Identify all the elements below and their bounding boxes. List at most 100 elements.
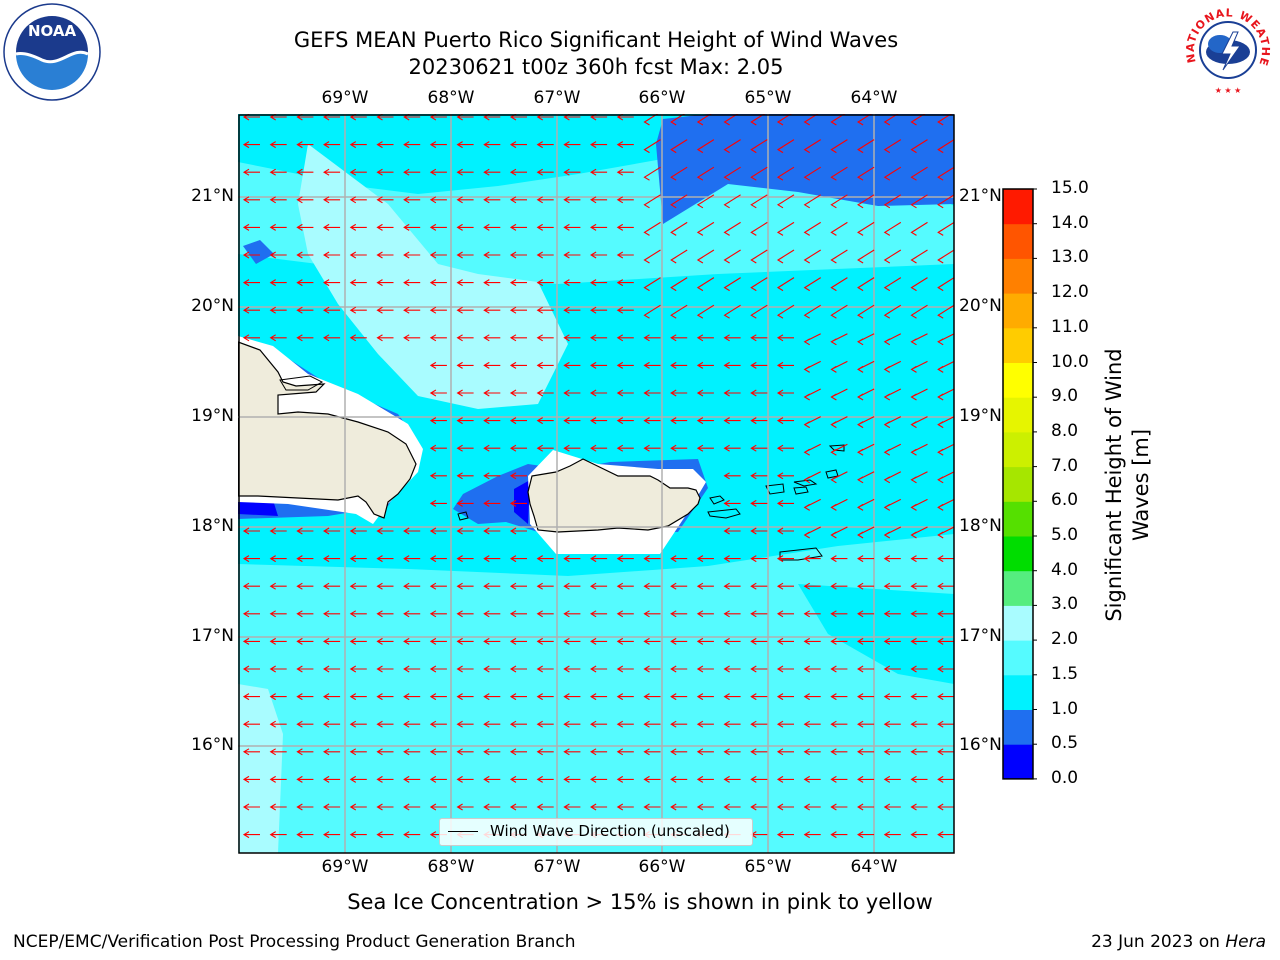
wind-wave-arrow — [670, 361, 688, 369]
wind-wave-arrow — [403, 334, 421, 342]
wind-wave-arrow — [563, 306, 581, 314]
wind-wave-arrow — [349, 665, 367, 673]
wind-wave-arrow — [296, 141, 314, 149]
wind-wave-arrow — [269, 803, 287, 811]
wind-wave-arrow — [910, 360, 928, 373]
wind-wave-arrow — [670, 444, 688, 452]
wind-wave-arrow — [509, 748, 527, 756]
wind-wave-arrow — [670, 637, 688, 645]
wind-wave-arrow — [696, 610, 714, 618]
wind-wave-arrow — [590, 555, 608, 563]
wind-wave-arrow — [643, 720, 661, 728]
wind-wave-arrow — [483, 610, 501, 618]
colorbar-segment — [1003, 536, 1033, 572]
wind-wave-arrow — [296, 831, 314, 839]
wind-wave-arrow — [429, 693, 447, 701]
wind-wave-arrow — [857, 249, 875, 264]
lat-tick-right: 18°N — [959, 516, 1002, 536]
wind-wave-arrow — [509, 582, 527, 590]
wind-wave-arrow — [696, 304, 715, 319]
wind-wave-arrow — [590, 775, 608, 783]
wind-wave-arrow — [857, 416, 875, 429]
wind-wave-arrow — [349, 610, 367, 618]
wind-wave-arrow — [429, 720, 447, 728]
wind-wave-arrow — [937, 831, 954, 839]
wind-wave-arrow — [830, 114, 846, 126]
wind-wave-arrow — [643, 249, 661, 264]
wind-wave-arrow — [323, 555, 341, 563]
wind-wave-arrow — [242, 693, 260, 701]
wind-wave-arrow — [242, 582, 260, 590]
colorbar-frame — [1002, 188, 1034, 780]
wind-wave-arrow — [429, 665, 447, 673]
wind-wave-arrow — [857, 555, 875, 563]
wind-wave-arrow — [830, 194, 848, 209]
lat-tick-right: 20°N — [959, 296, 1002, 316]
wind-wave-arrow — [349, 775, 367, 783]
wind-wave-arrow — [670, 389, 688, 397]
wind-wave-arrow — [857, 831, 875, 839]
wind-wave-arrow — [670, 555, 688, 563]
wind-wave-arrow — [776, 139, 795, 154]
wind-wave-arrow — [376, 803, 394, 811]
wind-wave-arrow — [670, 249, 688, 264]
wind-wave-arrow — [483, 251, 501, 259]
wind-wave-arrow — [376, 141, 394, 149]
wind-wave-arrow — [910, 720, 928, 728]
wind-wave-arrow — [429, 527, 447, 535]
wind-wave-arrow — [296, 693, 314, 701]
colorbar-level-label: 3.0 — [1051, 594, 1079, 615]
colorbar-level-label: 0.5 — [1051, 733, 1079, 754]
wind-wave-arrow — [323, 582, 341, 590]
wind-wave-arrow — [643, 582, 661, 590]
wind-wave-arrow — [590, 417, 608, 425]
wind-wave-arrow — [563, 803, 581, 811]
wind-wave-arrow — [483, 389, 501, 397]
wind-wave-arrow — [563, 141, 581, 149]
wind-wave-arrow — [857, 610, 875, 618]
wind-wave-arrow — [857, 443, 875, 456]
colorbar-level-label: 4.0 — [1051, 559, 1079, 580]
wind-wave-arrow — [483, 665, 501, 673]
wind-wave-arrow — [269, 720, 287, 728]
wind-wave-arrow — [590, 803, 608, 811]
wind-wave-arrow — [483, 223, 501, 231]
wind-wave-arrow — [670, 748, 688, 756]
wind-wave-arrow — [910, 831, 928, 839]
wind-wave-arrow — [830, 498, 848, 511]
wind-wave-arrow — [376, 637, 394, 645]
wind-wave-arrow — [803, 471, 821, 484]
wind-wave-arrow — [563, 168, 581, 176]
wind-wave-arrow — [483, 168, 501, 176]
wind-wave-arrow — [323, 637, 341, 645]
wind-wave-arrow — [536, 168, 554, 176]
wind-wave-arrow — [803, 665, 821, 673]
wind-wave-arrow — [937, 665, 954, 673]
colorbar-segment — [1003, 258, 1033, 294]
wind-wave-arrow — [883, 166, 902, 181]
wind-wave-arrow — [429, 499, 447, 507]
wind-wave-arrow — [937, 304, 954, 319]
lon-tick-bottom: 65°W — [744, 857, 792, 877]
wind-wave-arrow — [643, 304, 661, 319]
wind-wave-arrow — [723, 499, 741, 507]
wind-wave-arrow — [883, 360, 902, 373]
wind-wave-arrow — [857, 471, 875, 484]
wind-wave-arrow — [723, 775, 741, 783]
wind-wave-arrow — [509, 637, 527, 645]
wind-wave-arrow — [296, 748, 314, 756]
wind-wave-arrow — [670, 417, 688, 425]
wind-wave-arrow — [323, 831, 341, 839]
wind-wave-arrow — [643, 610, 661, 618]
colorbar-title-line2: Waves [m] — [1129, 428, 1153, 542]
wind-wave-arrow — [937, 693, 954, 701]
wind-wave-arrow — [670, 803, 688, 811]
wind-wave-arrow — [483, 279, 501, 287]
wind-wave-arrow — [242, 637, 260, 645]
wind-wave-arrow — [269, 637, 287, 645]
wind-wave-arrow — [696, 417, 714, 425]
wind-wave-arrow — [803, 720, 821, 728]
wind-wave-arrow — [750, 249, 768, 264]
wind-wave-arrow — [937, 166, 954, 181]
wind-wave-arrow — [269, 610, 287, 618]
